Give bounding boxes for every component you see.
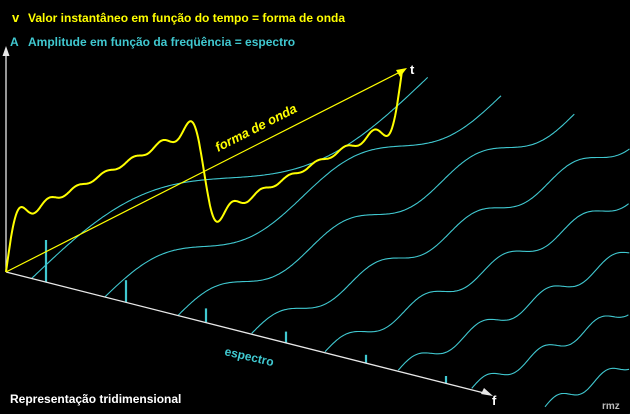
spectrum-annotation: espectro — [223, 344, 275, 369]
composite-waveform — [5, 70, 403, 273]
harmonic-wave — [324, 203, 629, 353]
harmonic-wave — [104, 95, 502, 298]
harmonic-wave — [471, 314, 629, 389]
frequency-axis-label: f — [492, 393, 497, 408]
frequency-axis — [5, 271, 489, 395]
time-axis-label: t — [410, 62, 415, 77]
harmonic-wave — [251, 148, 630, 334]
waveform-annotation: forma de onda — [213, 101, 300, 155]
amplitude-axis-arrowhead — [2, 46, 10, 56]
legend-a-symbol: A — [10, 35, 19, 49]
caption: Representação tridimensional — [10, 392, 181, 406]
harmonic-wave — [177, 113, 575, 316]
legend-v-symbol: v — [12, 10, 20, 25]
frequency-axis-arrowhead — [481, 388, 493, 396]
harmonic-wave — [544, 367, 630, 408]
harmonic-wave — [31, 76, 429, 279]
signature: rmz — [602, 401, 620, 412]
harmonic-wave — [397, 251, 630, 371]
spectrum-bars — [44, 240, 448, 383]
legend-waveform-text: Valor instantâneo em função do tempo = f… — [28, 11, 345, 25]
legend-spectrum-text: Amplitude em função da freqüência = espe… — [28, 35, 295, 49]
harmonic-waves — [31, 76, 630, 414]
